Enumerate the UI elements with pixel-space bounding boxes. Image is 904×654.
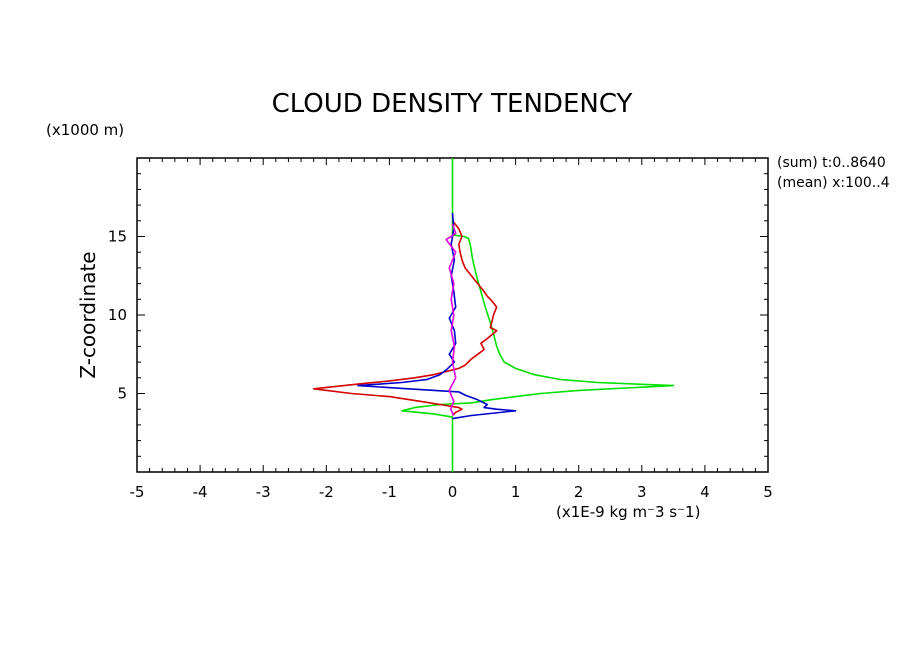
x-tick-label: -2 bbox=[319, 483, 334, 501]
x-tick-label: 3 bbox=[637, 483, 647, 501]
chart-title: CLOUD DENSITY TENDENCY bbox=[272, 89, 633, 119]
axis-ticks bbox=[136, 157, 769, 473]
y-axis-label: Z-coordinate bbox=[76, 251, 100, 378]
x-tick-label: 1 bbox=[511, 483, 521, 501]
x-axis-label: (x1E-9 kg m⁻3 s⁻1) bbox=[556, 503, 700, 521]
series-line-green bbox=[401, 158, 675, 472]
y-unit-label: (x1000 m) bbox=[46, 121, 124, 139]
series-line-blue bbox=[357, 212, 517, 420]
annotation-sum: (sum) t:0..8640 bbox=[777, 155, 886, 171]
x-tick-label: 0 bbox=[448, 483, 458, 501]
annotation-mean: (mean) x:100..4 bbox=[777, 175, 890, 191]
series-lines bbox=[312, 158, 675, 472]
x-tick-label: -4 bbox=[193, 483, 208, 501]
x-tick-label: -5 bbox=[130, 483, 145, 501]
x-tick-label: 2 bbox=[574, 483, 584, 501]
y-tick-label: 10 bbox=[108, 306, 127, 324]
x-tick-label: 4 bbox=[700, 483, 710, 501]
x-tick-label: 5 bbox=[763, 483, 773, 501]
series-line-magenta bbox=[445, 223, 457, 416]
series-line-red bbox=[312, 220, 498, 417]
y-tick-label: 5 bbox=[117, 385, 127, 403]
y-tick-label: 15 bbox=[108, 228, 127, 246]
x-tick-label: -1 bbox=[382, 483, 397, 501]
x-tick-label: -3 bbox=[256, 483, 271, 501]
x-tick-labels: -5 -4 -3 -2 -1 0 1 2 3 4 5 bbox=[130, 483, 773, 501]
y-tick-labels: 5 10 15 bbox=[108, 228, 127, 403]
